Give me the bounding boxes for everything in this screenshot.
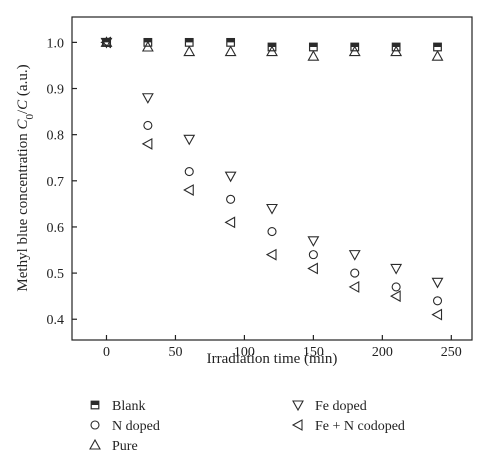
legend-item: Fe + N codoped (291, 419, 405, 434)
data-point (348, 45, 361, 57)
data-point (391, 282, 401, 292)
data-point (224, 171, 237, 183)
y-tick-label: 0.4 (47, 313, 65, 328)
y-axis-title-part: (a.u.) (15, 64, 31, 99)
data-point (390, 45, 403, 57)
x-tick-label: 250 (441, 345, 462, 360)
legend-item: Fe doped (292, 399, 367, 414)
data-point (431, 308, 443, 321)
data-point (183, 184, 194, 196)
y-tick-label: 0.9 (47, 83, 65, 98)
data-point (141, 137, 153, 150)
legend-marker (90, 420, 100, 430)
legend-marker (89, 438, 101, 450)
y-axis-title: Methyl blue concentration C0/C (a.u.) (15, 64, 36, 291)
x-tick-label: 150 (303, 345, 324, 360)
data-point (308, 250, 318, 260)
legend: Blank N doped Pure Fe doped Fe + N codoped (89, 399, 405, 454)
x-tick-label: 50 (168, 345, 182, 360)
data-point (184, 167, 194, 177)
x-tick-label: 100 (234, 345, 255, 360)
legend-item: N doped (90, 419, 160, 434)
data-point (308, 42, 318, 52)
data-point (226, 194, 236, 204)
y-axis-title-part: C (15, 99, 31, 110)
data-point (141, 40, 154, 52)
data-point (266, 45, 278, 57)
legend-item: Blank (90, 399, 145, 414)
data-point (266, 203, 278, 215)
data-point (433, 42, 442, 52)
legend-marker (90, 400, 100, 410)
y-axis-title-part: 0 (24, 114, 36, 120)
data-point (307, 262, 318, 275)
y-tick-label: 0.8 (47, 129, 65, 144)
x-axis-title: Irradiation time (min) (207, 351, 338, 367)
legend-item: Pure (89, 438, 138, 454)
y-tick-label: 1.0 (47, 36, 65, 51)
y-tick-label: 0.7 (47, 175, 65, 190)
data-markers (100, 36, 444, 321)
legend-label: Fe doped (315, 399, 367, 414)
x-tick-label: 0 (103, 345, 110, 360)
data-point (307, 236, 320, 247)
data-point (226, 37, 236, 47)
legend-label: Fe + N codoped (315, 419, 405, 434)
data-point (183, 45, 196, 57)
data-point (184, 37, 194, 47)
data-point (224, 216, 236, 229)
y-tick-label: 0.6 (47, 221, 65, 236)
data-point (350, 268, 360, 278)
data-point (100, 36, 112, 49)
data-point (431, 50, 444, 61)
data-point (183, 134, 196, 146)
legend-marker (291, 419, 303, 431)
legend-label: Blank (112, 399, 145, 414)
legend-label: Pure (112, 439, 138, 454)
data-point (141, 93, 154, 104)
y-axis-title-part: / (15, 109, 31, 114)
data-point (348, 281, 360, 293)
x-tick-label: 200 (372, 345, 393, 360)
data-point (267, 227, 277, 237)
x-axis: 0 50 100 150 200 250 (103, 335, 462, 360)
plot-frame (71, 16, 473, 341)
legend-label: N doped (112, 419, 160, 434)
data-point (348, 250, 361, 261)
data-point (100, 37, 113, 49)
y-axis-title-part: C (15, 119, 31, 130)
y-axis-title-part: Methyl blue concentration (15, 130, 31, 292)
data-point (224, 45, 237, 57)
y-axis: 0.4 0.5 0.6 0.7 0.8 0.9 1.0 (47, 36, 77, 328)
data-point (265, 248, 277, 261)
data-point (432, 296, 443, 306)
data-point (431, 277, 444, 289)
y-tick-label: 0.5 (47, 267, 65, 282)
data-point (307, 50, 320, 61)
data-point (390, 290, 401, 303)
data-point (143, 120, 153, 130)
data-point (390, 263, 403, 275)
legend-marker (292, 400, 304, 412)
